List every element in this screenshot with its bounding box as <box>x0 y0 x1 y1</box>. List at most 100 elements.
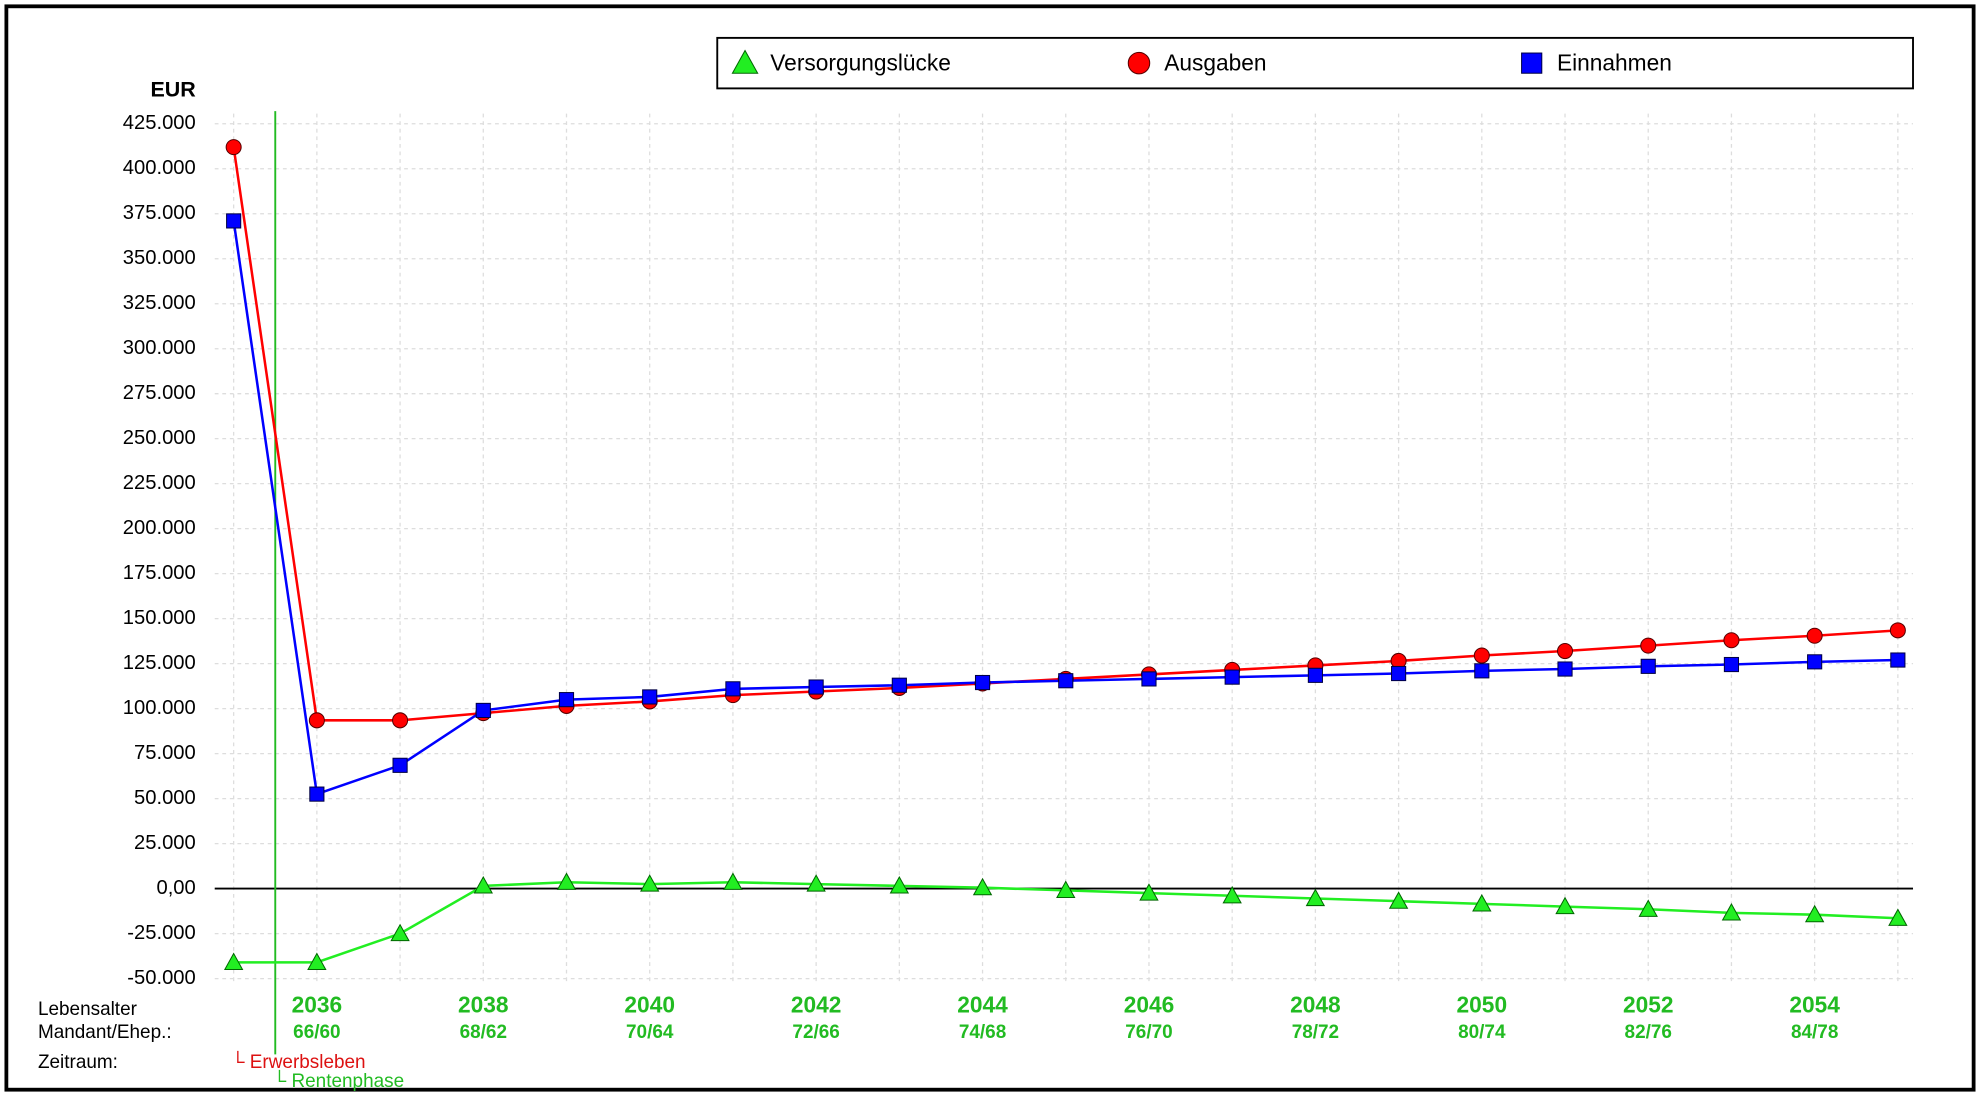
marker <box>889 876 910 894</box>
y-tick-label: 400.000 <box>123 157 196 179</box>
row-label: Zeitraum: <box>38 1052 118 1073</box>
y-tick-label: 0,00 <box>156 877 195 899</box>
marker <box>1638 899 1658 917</box>
marker <box>1391 665 1407 682</box>
marker <box>725 681 741 697</box>
age-label: 70/64 <box>626 1022 674 1043</box>
y-tick-label: 150.000 <box>123 607 196 629</box>
marker <box>392 712 409 729</box>
marker <box>640 874 660 892</box>
marker <box>1472 894 1492 912</box>
marker <box>392 757 408 773</box>
marker <box>1473 647 1490 664</box>
marker <box>1474 663 1490 679</box>
marker <box>223 952 244 970</box>
y-tick-label: 50.000 <box>134 787 196 809</box>
legend-label: Ausgaben <box>1164 49 1266 75</box>
marker <box>1305 888 1326 907</box>
marker <box>642 689 658 705</box>
marker <box>806 874 826 892</box>
y-tick-label: 425.000 <box>123 112 196 134</box>
y-tick-label: 200.000 <box>123 517 196 539</box>
y-tick-label: 225.000 <box>123 472 196 494</box>
marker <box>475 702 491 719</box>
marker <box>1723 656 1740 673</box>
marker <box>1139 883 1159 901</box>
age-label: 82/76 <box>1625 1022 1672 1043</box>
marker <box>972 877 993 896</box>
y-tick-label: 300.000 <box>123 337 196 359</box>
y-tick-label: 325.000 <box>123 292 196 314</box>
x-tick-label: 2036 <box>292 991 343 1017</box>
marker <box>1224 669 1240 685</box>
row-label: Lebensalter <box>38 999 137 1020</box>
y-tick-label: -25.000 <box>127 922 195 944</box>
marker <box>226 213 242 229</box>
x-tick-label: 2040 <box>624 991 675 1017</box>
marker <box>1557 661 1573 677</box>
legend-label: Einnahmen <box>1557 49 1672 75</box>
legend-box <box>716 36 1914 90</box>
y-tick-label: 100.000 <box>123 697 196 719</box>
legend-swatch <box>1521 52 1543 74</box>
x-tick-label: 2038 <box>458 991 509 1017</box>
y-tick-label: 75.000 <box>134 742 196 764</box>
marker <box>309 786 325 802</box>
x-tick-label: 2050 <box>1457 991 1508 1017</box>
marker <box>1056 880 1076 898</box>
y-tick-label: 125.000 <box>123 652 196 674</box>
y-tick-label: 250.000 <box>123 427 196 449</box>
marker <box>808 679 824 695</box>
marker <box>1721 903 1742 921</box>
age-label: 78/72 <box>1292 1022 1339 1043</box>
marker <box>1557 643 1574 660</box>
age-label: 72/66 <box>792 1022 839 1043</box>
phase-label: └ Rentenphase <box>273 1069 404 1092</box>
y-tick-label: 175.000 <box>123 562 196 584</box>
marker <box>1890 652 1906 668</box>
marker <box>1888 908 1908 926</box>
marker <box>1723 632 1740 649</box>
age-label: 76/70 <box>1125 1022 1172 1043</box>
marker <box>556 872 577 890</box>
age-label: 66/60 <box>293 1022 340 1043</box>
marker <box>225 139 242 156</box>
x-tick-label: 2046 <box>1124 991 1175 1017</box>
age-label: 80/74 <box>1458 1022 1506 1043</box>
marker <box>723 872 743 890</box>
marker <box>1388 891 1409 909</box>
marker <box>1806 627 1823 644</box>
marker <box>1640 658 1656 674</box>
phase-label: └ Erwerbsleben <box>231 1050 365 1073</box>
marker <box>891 677 907 693</box>
legend-swatch <box>1127 51 1151 75</box>
y-tick-label: 275.000 <box>123 382 196 404</box>
legend-swatch <box>731 49 759 74</box>
marker <box>308 712 325 729</box>
marker <box>1555 896 1575 915</box>
x-tick-label: 2052 <box>1623 991 1674 1017</box>
marker <box>1889 622 1906 639</box>
marker <box>1640 637 1657 654</box>
x-tick-label: 2048 <box>1290 991 1341 1017</box>
age-label: 84/78 <box>1791 1022 1838 1043</box>
marker <box>974 674 991 691</box>
y-axis-label: EUR <box>150 78 196 102</box>
marker <box>1058 673 1074 689</box>
marker <box>390 923 410 942</box>
row-label: Mandant/Ehep.: <box>38 1022 172 1043</box>
marker <box>1804 904 1825 923</box>
marker <box>1141 671 1157 687</box>
marker <box>1222 885 1242 904</box>
y-tick-label: 350.000 <box>123 247 196 269</box>
marker <box>1807 654 1823 670</box>
y-tick-label: 375.000 <box>123 202 196 224</box>
y-tick-label: 25.000 <box>134 832 196 854</box>
x-tick-label: 2054 <box>1789 991 1840 1017</box>
marker <box>1307 667 1323 683</box>
marker <box>307 952 327 970</box>
y-tick-label: -50.000 <box>127 967 195 989</box>
x-tick-label: 2044 <box>957 991 1008 1017</box>
